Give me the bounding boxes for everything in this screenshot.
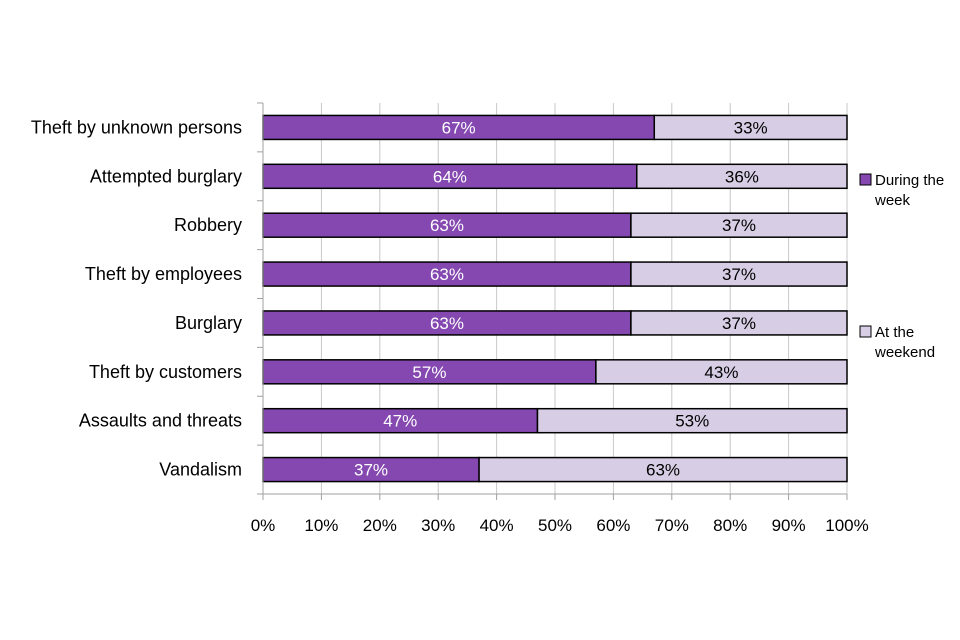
legend: During the week At the weekend [859,172,944,361]
bar-segment [636,163,848,190]
gridlines [320,103,848,494]
bar-segment [595,359,848,385]
data-label: 33% [734,118,768,137]
data-label: 37% [354,461,388,480]
bar-segment [262,261,632,287]
x-tick-label: 70% [655,516,689,535]
x-tick-label: 100% [825,516,868,535]
data-label: 53% [675,412,709,431]
data-label: 63% [430,314,464,333]
x-tick-label: 50% [538,516,572,535]
x-tick-label: 20% [363,516,397,535]
data-label: 63% [430,216,464,235]
bar-segment [630,261,848,287]
legend-label: During the [875,172,944,189]
labels: 0% 10% 20% 30% 40% 50% 60% 70% 80% 90% 100% 67% 33% T… [31,117,869,535]
bar-segment [262,310,632,336]
x-tick-label: 40% [480,516,514,535]
data-label: 47% [383,412,417,431]
bars [262,114,848,483]
legend-label: weekend [874,344,935,361]
data-label: 43% [704,363,738,382]
bar-segment [262,359,597,385]
x-tick-label: 90% [772,516,806,535]
category-label: Vandalism [159,460,242,480]
category-label: Assaults and threats [79,411,242,431]
category-label: Theft by customers [89,362,242,382]
legend-label: At the [875,324,914,341]
data-label: 63% [430,265,464,284]
x-tick-label: 30% [421,516,455,535]
data-label: 67% [442,118,476,137]
data-label: 57% [412,363,446,382]
legend-swatch [859,173,872,186]
data-label: 63% [646,461,680,480]
data-label: 36% [725,167,759,186]
data-label: 37% [722,216,756,235]
data-label: 64% [433,167,467,186]
x-tick-label: 80% [713,516,747,535]
data-label: 37% [722,265,756,284]
legend-label: week [874,192,911,209]
bar-segment [653,114,848,141]
bar-segment [536,407,848,434]
x-tick-label: 60% [596,516,630,535]
axes [257,102,848,500]
category-label: Attempted burglary [90,166,242,186]
bar-segment [630,212,848,238]
legend-swatch [859,325,872,338]
category-label: Robbery [174,215,242,235]
data-label: 37% [722,314,756,333]
bar-segment [478,456,848,483]
bar-segment [630,310,848,336]
x-tick-label: 10% [304,516,338,535]
bar-segment [262,456,480,483]
category-label: Theft by employees [85,264,242,284]
category-label: Burglary [175,313,242,333]
x-tick-label: 0% [251,516,276,535]
category-label: Theft by unknown persons [31,117,242,137]
